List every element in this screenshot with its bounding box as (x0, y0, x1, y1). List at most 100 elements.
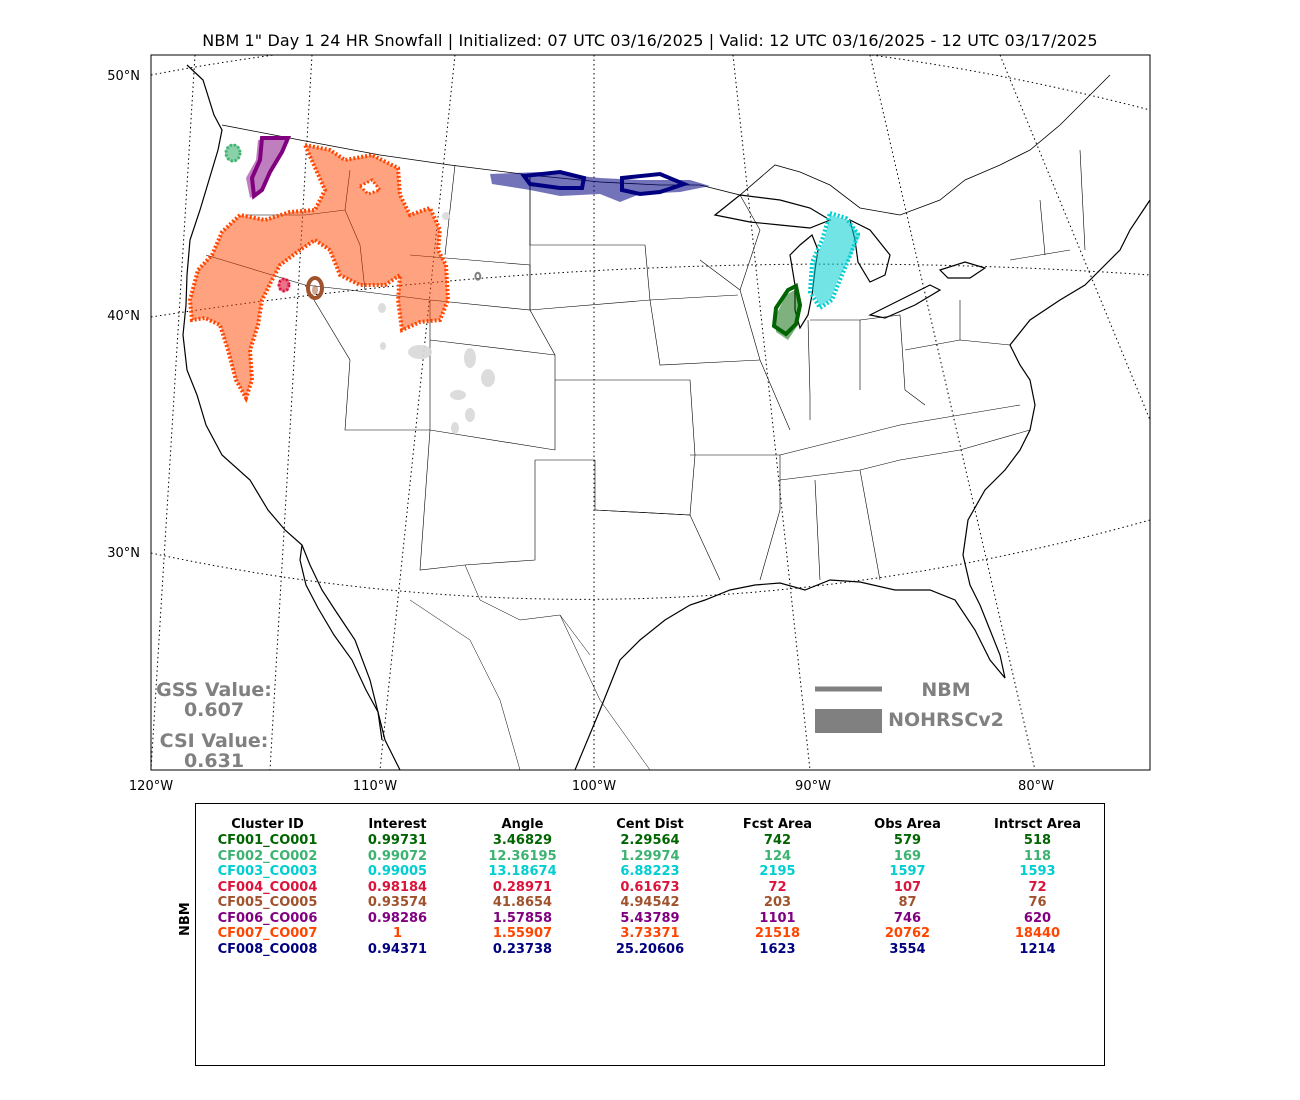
gulf-coast (574, 199, 1150, 770)
table-cell: 1101 (759, 910, 796, 926)
cluster-cf006-observed (246, 136, 288, 198)
table-cell: 579 (893, 833, 922, 848)
lon-label-90: 90°W (795, 779, 831, 794)
northern-border (221, 74, 1111, 216)
table-cell: 107 (893, 879, 922, 895)
table-cell: 0.94371 (367, 941, 428, 957)
table-cell: 124 (763, 848, 792, 864)
mexico-boundaries (409, 564, 651, 770)
lon-label-110: 110°W (353, 779, 397, 794)
table-cell: 13.18674 (488, 864, 557, 879)
baja-peninsula (299, 544, 383, 741)
cluster-cf001-forecast (771, 283, 803, 337)
table-cell: 0.98184 (367, 879, 428, 895)
cluster-id-cell: CF002_CO002 (217, 848, 318, 864)
table-cell: 2195 (759, 864, 796, 879)
forecast-gray-outline (474, 271, 482, 281)
table-cell: 4.94542 (620, 895, 680, 910)
cluster-cf008-forecast-east (620, 171, 690, 197)
table-cell: 0.28971 (492, 879, 553, 895)
cluster-stats-table: Cluster ID Interest Angle Cent Dist Fcst Are… (195, 815, 1105, 957)
table-body: CF001_CO001 0.99731 3.46829 2.29564 742 579 51… (195, 833, 1105, 957)
table-cell: 1.55907 (492, 926, 553, 941)
table-cell: 76 (1028, 895, 1047, 910)
table-cell: 1.57858 (492, 910, 553, 926)
table-cell: 2.29564 (620, 833, 680, 848)
cluster-cf008-observed (490, 172, 710, 202)
table-side-label: NBM (178, 902, 193, 936)
legend-fill-swatch (815, 709, 882, 733)
table-cell: 746 (893, 910, 922, 926)
cluster-id-cell: CF001_CO001 (217, 833, 318, 848)
table-cell: 18440 (1014, 926, 1061, 941)
map-panel: 50°N 40°N 30°N 120°W 110°W 100°W 90°W 80… (107, 54, 1151, 794)
cluster-cf005-observed (312, 285, 318, 295)
cluster-id-cell: CF004_CO004 (217, 879, 318, 895)
graticule-latitudes (151, 55, 1150, 600)
table-row: CF001_CO001 0.99731 3.46829 2.29564 742 579 51… (195, 833, 1105, 849)
table-cell: 1593 (1019, 864, 1056, 879)
table-row: CF004_CO004 0.98184 0.28971 0.61673 72 107 72 (195, 880, 1105, 896)
cluster-cf008-forecast-west (520, 169, 587, 190)
table-cell: 87 (898, 895, 917, 910)
table-cell: 0.23738 (492, 941, 553, 957)
table-row: CF006_CO006 0.98286 1.57858 5.43789 1101 746 6… (195, 911, 1105, 927)
graticule-longitudes (151, 55, 1150, 770)
table-row: CF002_CO002 0.99072 12.36195 1.29974 124 169 1… (195, 849, 1105, 865)
map-title: NBM 1" Day 1 24 HR Snowfall | Initialize… (202, 31, 1098, 50)
lat-label-40: 40°N (107, 309, 140, 324)
table-cell: 72 (768, 879, 787, 895)
table-cell: 25.20606 (615, 941, 685, 957)
column-header: Angle (501, 816, 544, 832)
table-cell: 0.99731 (367, 833, 428, 848)
cluster-id-cell: CF005_CO005 (217, 895, 318, 910)
csi-label: CSI Value: (160, 730, 269, 752)
us-coastline (182, 64, 401, 770)
table-row: CF005_CO005 0.93574 41.8654 4.94542 203 87 76 (195, 895, 1105, 911)
lon-label-120: 120°W (129, 779, 173, 794)
table-cell: 0.98286 (367, 910, 428, 926)
table-cell: 20762 (884, 926, 931, 941)
lat-label-30: 30°N (107, 546, 140, 561)
table-cell: 203 (763, 895, 792, 910)
lake-ontario (938, 261, 987, 279)
table-cell: 1214 (1019, 941, 1056, 957)
table-cell: 518 (1023, 833, 1052, 848)
table-cell: 5.43789 (620, 910, 680, 926)
stats-table-frame (195, 803, 1105, 1066)
cluster-id-cell: CF006_CO006 (217, 910, 318, 926)
column-header: Fcst Area (742, 816, 813, 832)
cluster-id-cell: CF007_CO007 (217, 926, 318, 941)
table-row: CF003_CO003 0.99005 13.18674 6.88223 2195 159… (195, 864, 1105, 880)
table-row: CF008_CO008 0.94371 0.23738 25.20606 1623 355… (195, 942, 1105, 958)
state-boundaries (205, 149, 1086, 581)
table-cell: 1623 (759, 941, 796, 957)
table-cell: 1 (392, 926, 403, 941)
table-cell: 1.29974 (620, 848, 680, 864)
table-cell: 72 (1028, 879, 1047, 895)
column-header: Cluster ID (231, 816, 304, 832)
column-header: Intrsct Area (994, 816, 1081, 832)
cluster-cf007-hole (357, 178, 383, 196)
table-cell: 620 (1023, 910, 1052, 926)
lon-label-100: 100°W (572, 779, 616, 794)
table-cell: 0.99005 (367, 864, 428, 879)
table-cell: 3.46829 (492, 833, 553, 848)
column-header: Interest (368, 816, 427, 832)
map-frame (150, 54, 1151, 771)
observed-gray-patches (378, 212, 495, 434)
table-cell: 1597 (889, 864, 926, 879)
table-cell: 6.88223 (620, 864, 680, 879)
cluster-cf004-forecast (277, 277, 291, 293)
table-cell: 742 (763, 833, 792, 848)
table-cell: 21518 (754, 926, 801, 941)
table-cell: 0.93574 (367, 895, 428, 910)
cluster-cf002-forecast (224, 143, 242, 163)
gss-value: 0.607 (184, 699, 244, 721)
table-cell: 169 (893, 848, 922, 864)
gss-label: GSS Value: (156, 679, 272, 701)
cluster-id-cell: CF003_CO003 (217, 864, 318, 879)
table-cell: 3.73371 (620, 926, 680, 941)
cluster-cf005-forecast (306, 276, 324, 300)
